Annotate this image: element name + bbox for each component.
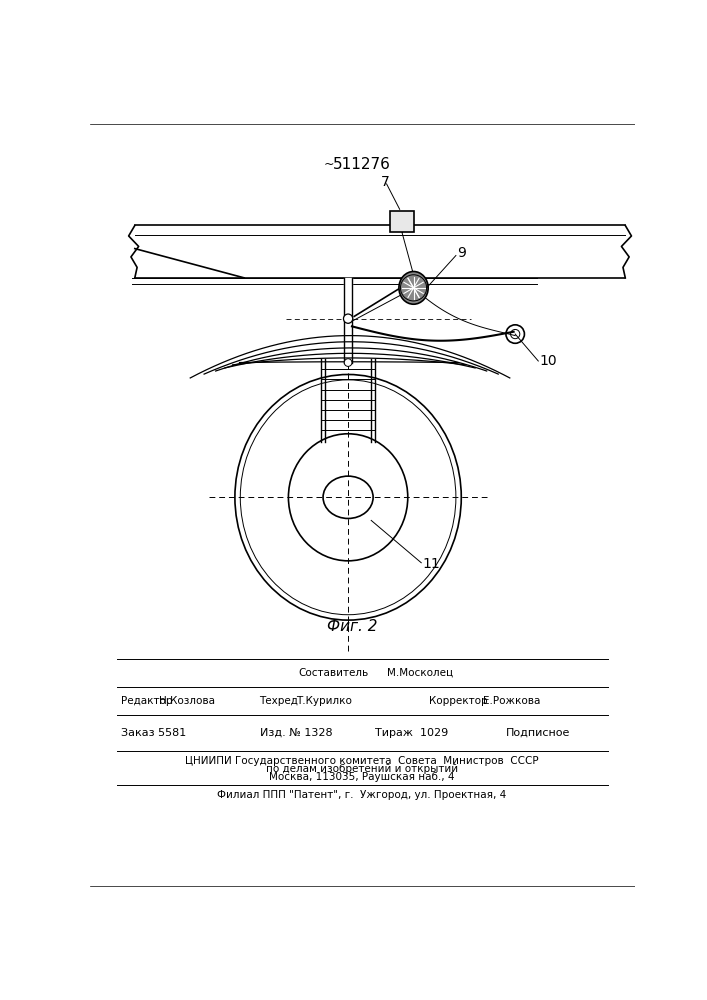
- Text: Т.Курилко: Т.Курилко: [296, 696, 352, 706]
- Text: М.Москолец: М.Москолец: [387, 668, 452, 678]
- Text: Редактор: Редактор: [121, 696, 173, 706]
- Polygon shape: [132, 278, 537, 284]
- Text: Подписное: Подписное: [506, 728, 571, 738]
- Text: Н.Козлова: Н.Козлова: [160, 696, 216, 706]
- Text: Москва, 113035, Раушская наб., 4: Москва, 113035, Раушская наб., 4: [269, 772, 455, 782]
- Bar: [390, 211, 414, 232]
- Polygon shape: [135, 225, 625, 278]
- Text: Тираж  1029: Тираж 1029: [375, 728, 448, 738]
- Text: Изд. № 1328: Изд. № 1328: [259, 728, 332, 738]
- Text: Корректор: Корректор: [429, 696, 488, 706]
- Text: Е.Рожкова: Е.Рожкова: [483, 696, 540, 706]
- Text: 511276: 511276: [333, 157, 391, 172]
- Text: ЦНИИПИ Государственного комитета  Совета  Министров  СССР: ЦНИИПИ Государственного комитета Совета …: [185, 756, 539, 766]
- Text: 11: 11: [423, 557, 440, 571]
- Text: Филиал ППП "Патент", г.  Ужгород, ул. Проектная, 4: Филиал ППП "Патент", г. Ужгород, ул. Про…: [217, 790, 507, 800]
- Circle shape: [344, 359, 352, 366]
- Ellipse shape: [399, 271, 428, 304]
- Circle shape: [344, 314, 353, 323]
- Text: по делам изобретений и открытий: по делам изобретений и открытий: [266, 764, 458, 774]
- Text: Техред: Техред: [259, 696, 298, 706]
- Text: Заказ 5581: Заказ 5581: [121, 728, 186, 738]
- Text: 10: 10: [540, 354, 557, 368]
- Text: Фиг. 2: Фиг. 2: [327, 619, 378, 634]
- Text: 9: 9: [457, 246, 467, 260]
- Polygon shape: [344, 278, 352, 363]
- Text: ~: ~: [324, 158, 334, 171]
- Text: 7: 7: [380, 175, 390, 189]
- Text: Составитель: Составитель: [298, 668, 368, 678]
